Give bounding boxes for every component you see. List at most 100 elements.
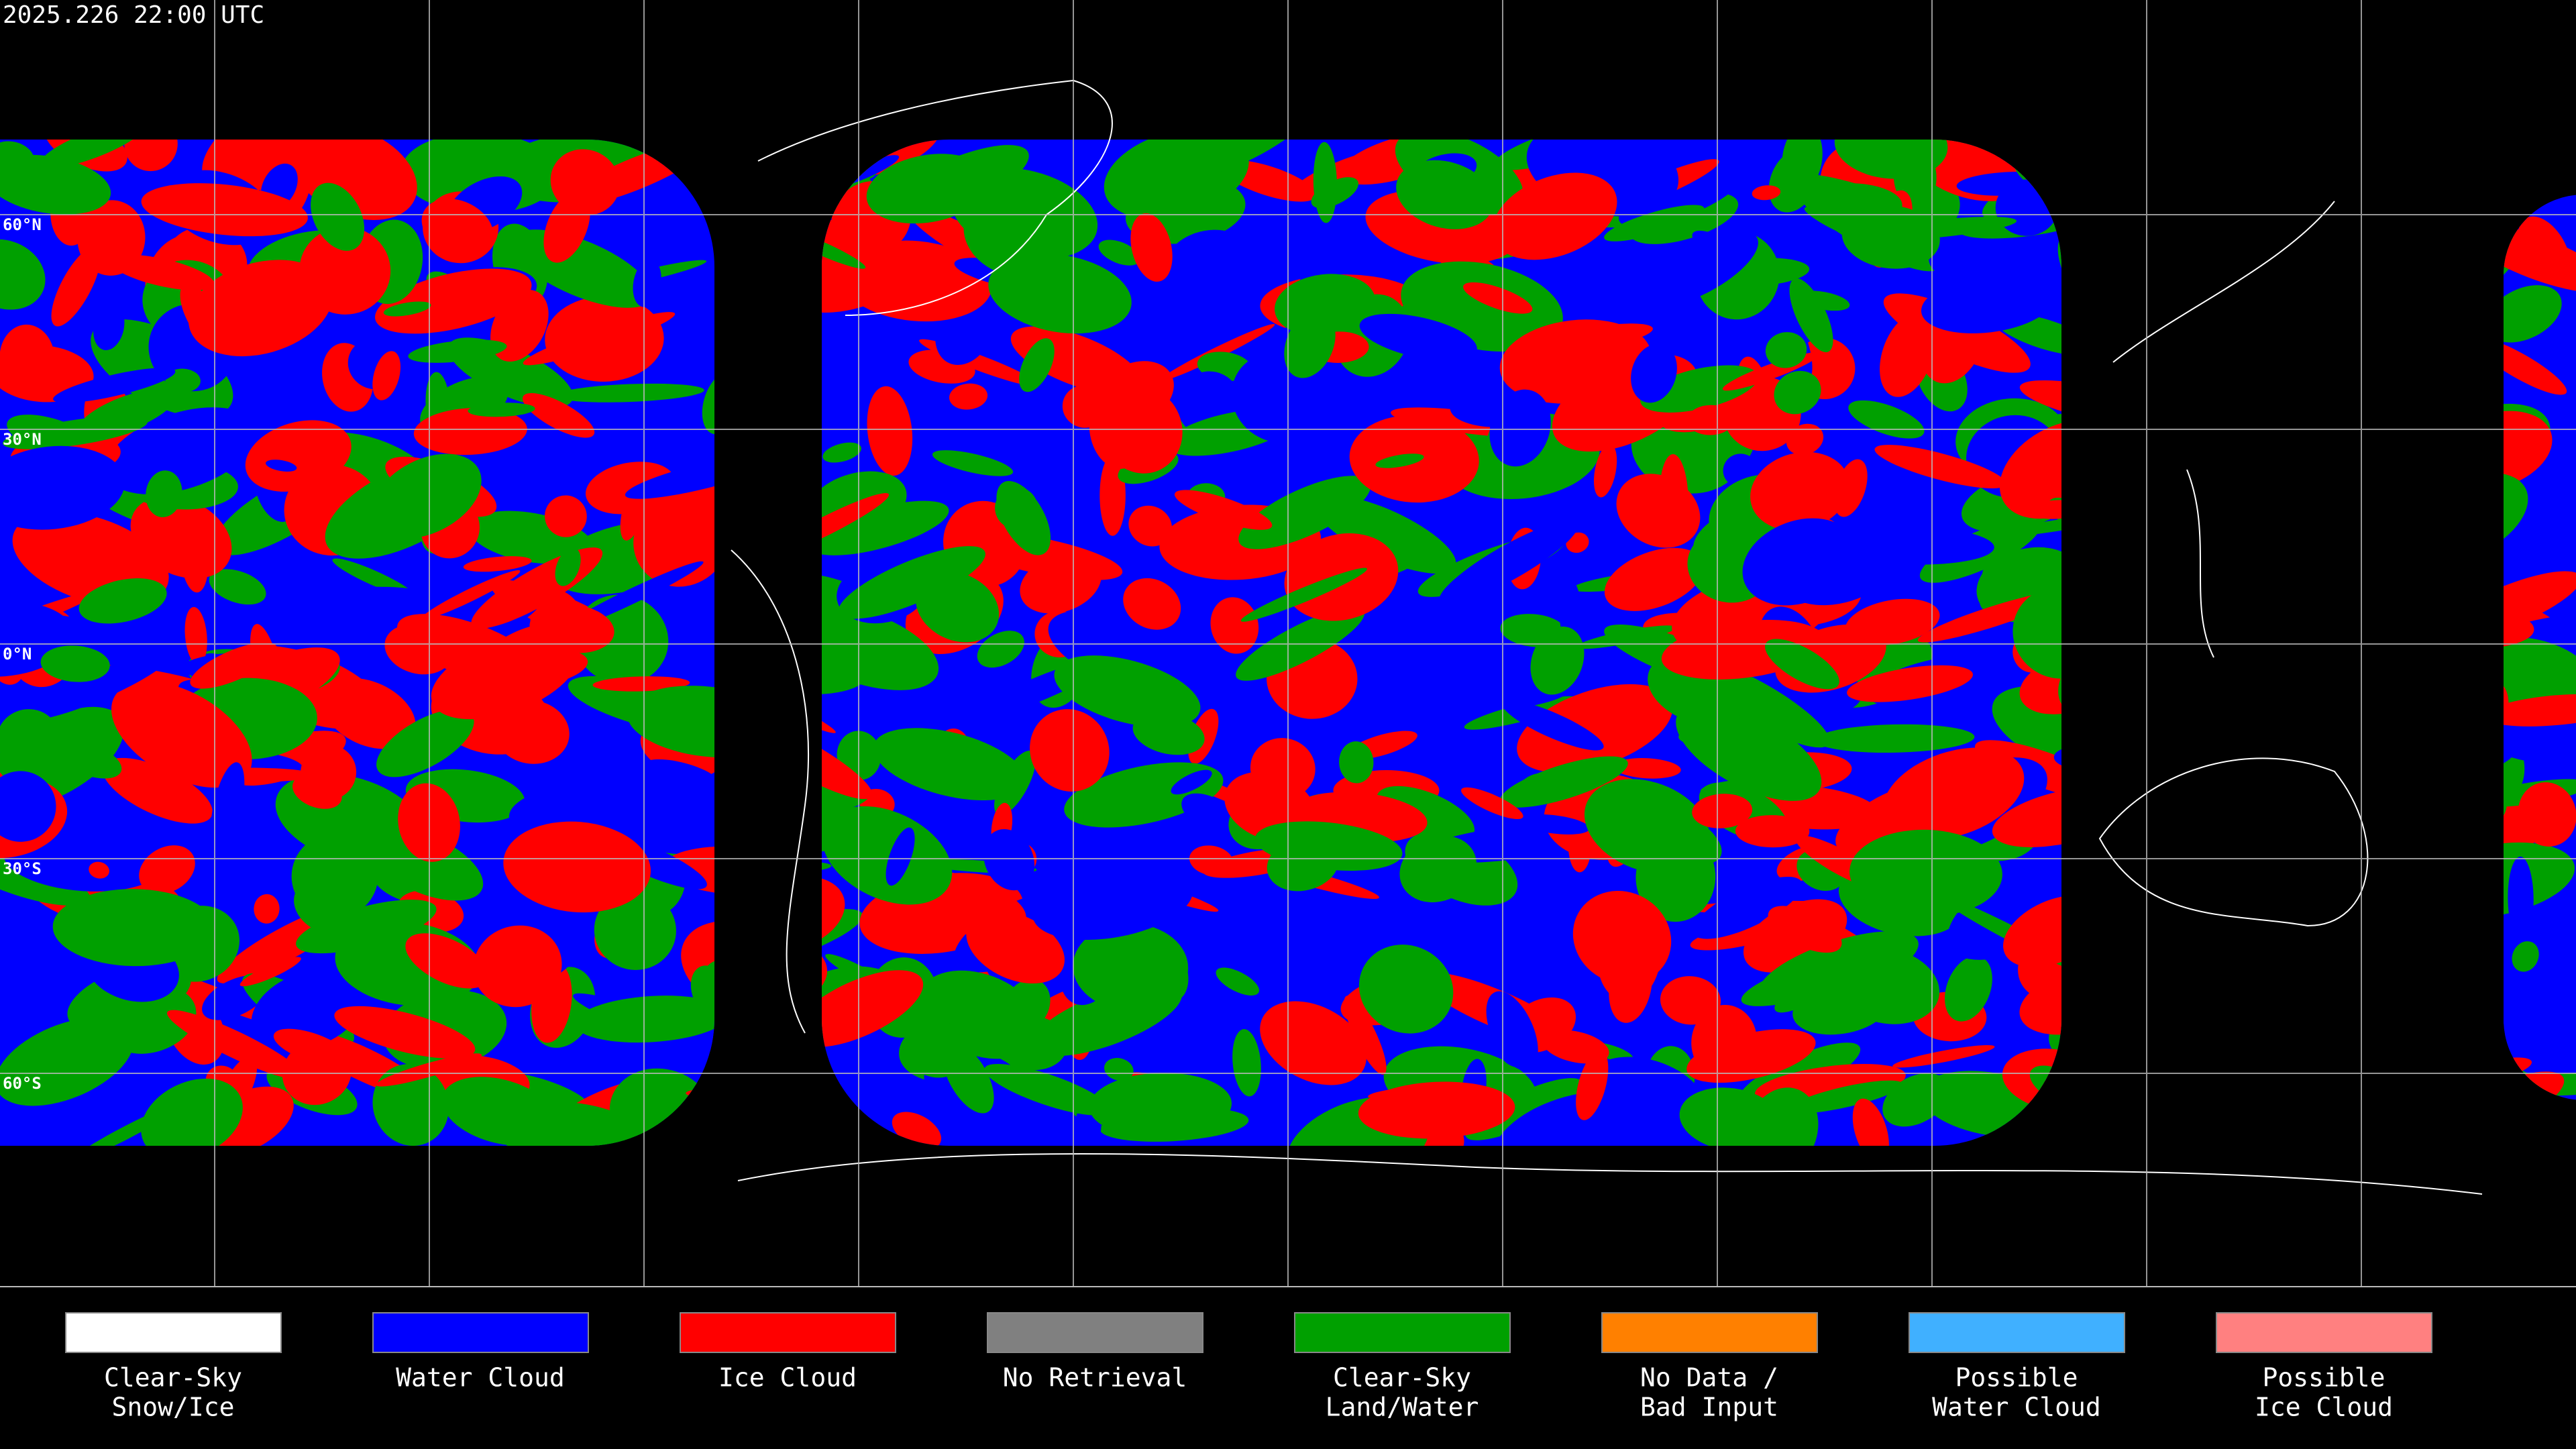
cloud-patch [493,700,570,764]
cloud-patch [181,767,319,782]
cloud-patch [1191,541,1252,578]
cloud-patch [104,985,197,1054]
cloud-patch [311,182,365,251]
legend-swatch [2216,1312,2432,1353]
cloud-patch [949,383,988,410]
cloud-patch [1693,876,1803,939]
cloud-patch [1616,474,1701,548]
cloud-patch [1735,815,1810,848]
cloud-patch [51,246,101,327]
cloud-patch [1377,786,1475,843]
latitude-label: 60°S [3,1074,42,1093]
cloud-patch [421,199,494,257]
cloud-patch [1519,814,1590,835]
cloud-patch [1805,183,1902,224]
legend-swatch [1601,1312,1818,1353]
cloud-patch [932,450,1014,476]
cloud-patch [322,678,416,749]
cloud-patch [966,910,1065,984]
cloud-patch [421,570,521,620]
cloud-patch [0,239,46,310]
cloud-patch [1743,1087,1819,1146]
cloud-patch [1315,495,1456,574]
cloud-patch [2512,941,2539,972]
cloud-patch [1489,389,1551,467]
cloud-patch [1882,747,2025,840]
cloud-patch [1564,713,1652,738]
cloud-patch [0,345,94,402]
cloud-patch [1123,578,1181,630]
cloud-patch [809,500,949,555]
cloud-patch [317,586,437,610]
legend-swatch [372,1312,589,1353]
cloud-patch [0,445,125,530]
cloud-patch [109,254,215,290]
timestamp: 2025.226 22:00 UTC [3,1,264,29]
cloud-patch [471,624,556,681]
cloud-patch [372,453,482,539]
cloud-patch [0,771,56,842]
cloud-patch [89,861,109,879]
legend-label: Clear-Sky [1333,1363,1471,1393]
cloud-patch [839,240,992,322]
cloud-patch [961,532,1123,580]
cloud-patch [1358,1081,1515,1139]
cloud-patch [1631,343,1677,403]
cloud-patch [1089,1073,1232,1138]
cloud-patch [1542,1030,1609,1064]
cloud-patch [1492,172,1617,260]
cloud-patch [40,140,146,168]
cloud-patch [1030,709,1110,792]
cloud-patch [1189,845,1234,876]
cloud-patch [77,389,176,438]
cloud-patch [53,368,176,403]
cloud-patch [503,821,651,913]
cloud-patch [111,681,252,788]
cloud-patch [211,762,245,851]
coastline [2098,757,2369,927]
cloud-patch [1162,229,1260,309]
coastline [731,549,809,1034]
cloud-patch [1593,444,1617,498]
legend-label: Clear-Sky [104,1363,242,1393]
latitude-labels: 60°N 30°N 0°N 30°S 60°S [3,215,42,1093]
cloud-patch [1742,518,1857,606]
cloud-patch [633,259,661,307]
legend-label: Land/Water [1326,1393,1479,1422]
cloud-patch [184,606,207,665]
cloud-patch [93,303,125,351]
cloud-patch [1171,769,1212,795]
legend-swatch [65,1312,282,1353]
cloud-patch [1619,167,1743,227]
cloud-patch [1260,1001,1366,1085]
cloud-patch [508,783,639,837]
cloud-patch [1847,665,1973,702]
cloud-patch [408,339,507,363]
cloud-patch [594,890,676,970]
legend-swatch [1909,1312,2125,1353]
cloud-patch [413,407,527,455]
cloud-patch [1461,787,1523,820]
cloud-patch [1358,945,1454,1034]
latitude-label: 30°N [3,430,42,449]
cloud-patch [190,642,278,689]
coastlines [731,79,2483,1195]
cloud-patch [983,828,1035,891]
cloud-patch [1240,568,1367,622]
cloud-patch [372,351,401,400]
cloud-patch [1181,793,1240,835]
latitude-label: 0°N [3,645,32,663]
cloud-patch [102,757,213,824]
cloud-patch [1439,520,1579,605]
cloud-patch [1892,1044,1995,1068]
cloud-patch [0,709,60,768]
cloud-patch [1486,991,1538,1071]
cloud-patch [1584,779,1710,873]
cloud-patch [1494,1091,1645,1146]
cloud-patch [299,226,391,315]
cloud-patch [141,183,308,237]
legend-swatch [1294,1312,1511,1353]
cloud-patch [1216,967,1260,996]
cloud-patch [1359,313,1477,361]
